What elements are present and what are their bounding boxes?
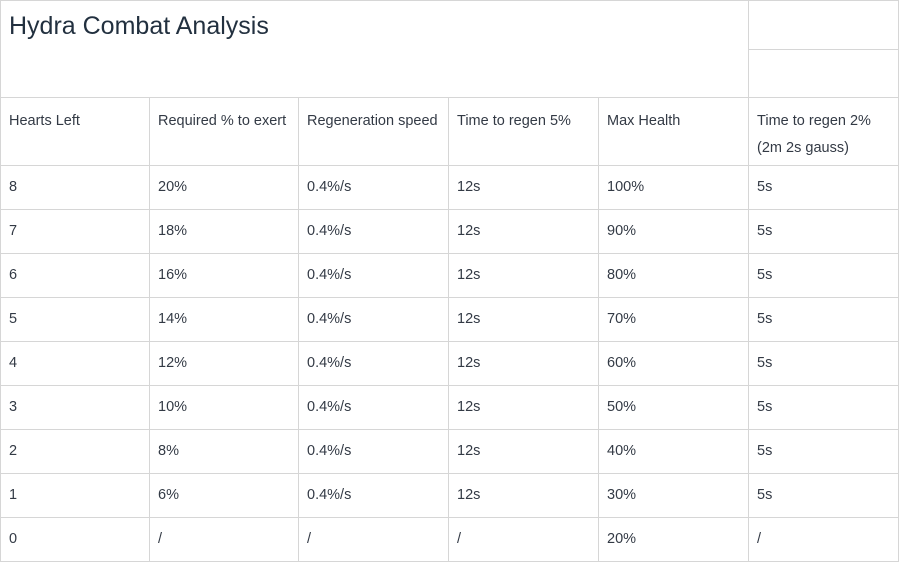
required-percent-cell[interactable]: 16% — [149, 253, 299, 298]
header-time-to-regen-5[interactable]: Time to regen 5% — [448, 97, 599, 166]
regen-2-time-cell[interactable]: 5s — [748, 165, 899, 210]
max-health-cell[interactable]: 30% — [597, 473, 750, 518]
regen-2-time-cell[interactable]: 5s — [748, 253, 899, 298]
table-row: 7 18% 0.4%/s 12s 90% 5s — [0, 209, 899, 254]
empty-cell-right[interactable] — [748, 48, 899, 98]
regen-2-time-cell[interactable]: 5s — [748, 209, 899, 254]
regen-speed-cell[interactable]: 0.4%/s — [298, 341, 449, 386]
hearts-left-cell[interactable]: 6 — [0, 253, 150, 298]
regen-speed-cell[interactable]: 0.4%/s — [298, 165, 449, 210]
regen-5-time-cell[interactable]: 12s — [448, 297, 599, 342]
table-title[interactable]: Hydra Combat Analysis — [0, 0, 750, 98]
table-row: 1 6% 0.4%/s 12s 30% 5s — [0, 473, 899, 518]
header-time-to-regen-2[interactable]: Time to regen 2% (2m 2s gauss) — [748, 97, 899, 166]
required-percent-cell[interactable]: 12% — [149, 341, 299, 386]
regen-5-time-cell[interactable]: 12s — [448, 385, 599, 430]
hearts-left-cell[interactable]: 8 — [0, 165, 150, 210]
hearts-left-cell[interactable]: 4 — [0, 341, 150, 386]
regen-5-time-cell[interactable]: 12s — [448, 165, 599, 210]
max-health-cell[interactable]: 100% — [597, 165, 750, 210]
required-percent-cell[interactable]: / — [149, 517, 299, 562]
regen-2-time-cell[interactable]: 5s — [748, 385, 899, 430]
table-row: 4 12% 0.4%/s 12s 60% 5s — [0, 341, 899, 386]
hearts-left-cell[interactable]: 7 — [0, 209, 150, 254]
header-max-health[interactable]: Max Health — [597, 97, 750, 166]
required-percent-cell[interactable]: 6% — [149, 473, 299, 518]
regen-5-time-cell[interactable]: 12s — [448, 341, 599, 386]
regen-2-time-cell[interactable]: 5s — [748, 473, 899, 518]
hearts-left-cell[interactable]: 1 — [0, 473, 150, 518]
regen-2-time-cell[interactable]: 5s — [748, 341, 899, 386]
required-percent-cell[interactable]: 8% — [149, 429, 299, 474]
table-row: 6 16% 0.4%/s 12s 80% 5s — [0, 253, 899, 298]
regen-speed-cell[interactable]: 0.4%/s — [298, 297, 449, 342]
max-health-cell[interactable]: 90% — [597, 209, 750, 254]
required-percent-cell[interactable]: 10% — [149, 385, 299, 430]
regen-speed-cell[interactable]: 0.4%/s — [298, 429, 449, 474]
hearts-left-cell[interactable]: 5 — [0, 297, 150, 342]
regen-speed-cell[interactable]: 0.4%/s — [298, 253, 449, 298]
regen-5-time-cell[interactable]: 12s — [448, 429, 599, 474]
max-health-cell[interactable]: 20% — [597, 517, 750, 562]
regen-speed-cell[interactable]: 0.4%/s — [298, 385, 449, 430]
header-hearts-left[interactable]: Hearts Left — [0, 97, 150, 166]
regen-2-time-cell[interactable]: 5s — [748, 429, 899, 474]
regen-speed-cell[interactable]: / — [298, 517, 449, 562]
required-percent-cell[interactable]: 14% — [149, 297, 299, 342]
hearts-left-cell[interactable]: 2 — [0, 429, 150, 474]
max-health-cell[interactable]: 50% — [597, 385, 750, 430]
regen-2-time-cell[interactable]: 5s — [748, 297, 899, 342]
max-health-cell[interactable]: 80% — [597, 253, 750, 298]
regen-5-time-cell[interactable]: 12s — [448, 209, 599, 254]
empty-cell-top-right[interactable] — [748, 0, 899, 50]
regen-2-time-cell[interactable]: / — [748, 517, 899, 562]
table-row: 5 14% 0.4%/s 12s 70% 5s — [0, 297, 899, 342]
header-required-percent[interactable]: Required % to exert — [149, 97, 299, 166]
header-regeneration-speed[interactable]: Regeneration speed — [298, 97, 449, 166]
table-row: 0///20% / — [0, 517, 899, 562]
table-row: 8 20% 0.4%/s 12s 100% 5s — [0, 165, 899, 210]
max-health-cell[interactable]: 70% — [597, 297, 750, 342]
table-row: 2 8% 0.4%/s 12s 40% 5s — [0, 429, 899, 474]
table-row: 3 10% 0.4%/s 12s 50% 5s — [0, 385, 899, 430]
hearts-left-cell[interactable]: 3 — [0, 385, 150, 430]
hearts-left-cell[interactable]: 0 — [0, 517, 150, 562]
regen-5-time-cell[interactable]: / — [448, 517, 599, 562]
regen-5-time-cell[interactable]: 12s — [448, 253, 599, 298]
required-percent-cell[interactable]: 20% — [149, 165, 299, 210]
regen-speed-cell[interactable]: 0.4%/s — [298, 473, 449, 518]
max-health-cell[interactable]: 60% — [597, 341, 750, 386]
required-percent-cell[interactable]: 18% — [149, 209, 299, 254]
max-health-cell[interactable]: 40% — [597, 429, 750, 474]
regen-5-time-cell[interactable]: 12s — [448, 473, 599, 518]
header-row: Hearts Left Required % to exert Regenera… — [0, 97, 899, 166]
title-row: Hydra Combat Analysis — [0, 0, 899, 98]
regen-speed-cell[interactable]: 0.4%/s — [298, 209, 449, 254]
